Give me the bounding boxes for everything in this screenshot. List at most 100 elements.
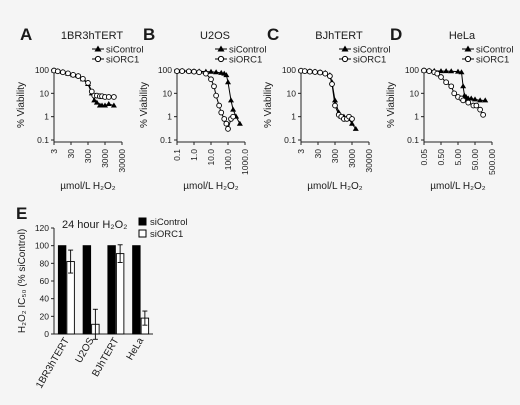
data-point-circle: [473, 102, 480, 109]
data-point-circle: [70, 71, 76, 78]
data-point-triangle: [230, 106, 237, 112]
data-point-circle: [465, 99, 472, 106]
y-tick-label: 100: [35, 241, 49, 251]
legend-circle-icon: [94, 55, 102, 63]
data-point-triangle: [472, 96, 478, 102]
data-point-triangle: [460, 83, 467, 89]
data-point-circle: [322, 70, 329, 77]
data-point-triangle: [227, 97, 234, 103]
y-axis-label: % Viability: [386, 82, 397, 128]
legend-triangle-icon: [464, 45, 472, 52]
bar-siControl: [107, 245, 116, 335]
data-point-circle: [480, 111, 486, 118]
data-point-circle: [191, 68, 197, 75]
legend-circle-icon: [464, 55, 472, 63]
data-point-circle: [211, 83, 217, 90]
data-point-triangle: [332, 97, 338, 103]
data-point-circle: [208, 76, 214, 83]
panel-c: C BJhTERT 0.1 1 10 100 3 30 300 3000 30000 % Viabil…: [263, 25, 391, 192]
y-tick-label: 0.1: [160, 135, 172, 145]
data-point-triangle: [482, 97, 489, 103]
data-point-circle: [60, 69, 66, 76]
bar-siControl: [57, 245, 67, 335]
x-tick-label: 3: [296, 149, 306, 154]
data-point-circle: [65, 70, 71, 77]
x-tick-label: 50.00: [470, 149, 480, 171]
legend-label: siControl: [353, 45, 391, 56]
y-tick-label: 100: [405, 65, 419, 75]
data-point-circle: [230, 113, 236, 120]
data-point-circle: [221, 116, 228, 122]
data-point-circle: [213, 92, 219, 99]
bar-siORC1: [115, 253, 125, 335]
y-tick-label: 1: [414, 112, 419, 122]
data-point-circle: [218, 109, 225, 116]
y-axis-label: % Viability: [263, 82, 274, 128]
category-label: U2OS: [74, 336, 97, 365]
data-point-circle: [105, 94, 112, 100]
x-tick-label: 30: [313, 149, 323, 159]
panel-b: B U2OS 0.1 1 10 100 0.1 1.0 10.0 100.0 1000.0 % Via…: [139, 25, 267, 192]
x-tick-label: 1.0: [189, 149, 199, 161]
legend-circle-icon: [341, 55, 349, 63]
data-point-triangle: [91, 97, 98, 103]
x-tick-label: 30000: [364, 149, 374, 173]
data-point-triangle: [102, 102, 108, 108]
legend-label: siORC1: [150, 229, 183, 240]
legend-label: siControl: [476, 45, 514, 56]
x-axis-label: µmol/L H₂O₂: [183, 181, 239, 192]
category-label: HeLa: [125, 336, 147, 363]
panel-e: E 24 hour H₂O₂ 0 20 40 60 80 100 120 H₂O₂ IC₅₀ (%…: [16, 204, 188, 390]
y-tick-label: 0.1: [284, 135, 296, 145]
x-tick-label: 3000: [100, 149, 110, 168]
data-point-circle: [225, 126, 231, 132]
data-point-circle: [426, 68, 432, 74]
panel-letter: E: [16, 204, 27, 223]
y-tick-label: 0: [44, 329, 49, 339]
data-point-triangle: [477, 97, 484, 103]
data-point-circle: [111, 94, 117, 100]
panel-letter: D: [390, 25, 402, 44]
x-tick-label: 500.00: [487, 149, 497, 175]
data-point-triangle: [105, 100, 112, 106]
y-tick-label: 10: [287, 88, 297, 98]
data-point-circle: [349, 116, 355, 122]
x-tick-label: 3000: [347, 149, 357, 168]
y-tick-label: 1: [291, 112, 296, 122]
data-point-circle: [317, 69, 323, 76]
data-point-triangle: [438, 68, 444, 74]
data-point-circle: [301, 68, 308, 74]
x-axis-label: µmol/L H₂O₂: [307, 181, 363, 192]
data-point-circle: [451, 90, 458, 97]
x-axis-label: µmol/L H₂O₂: [60, 181, 116, 192]
data-point-circle: [307, 68, 313, 75]
data-point-triangle: [223, 72, 230, 78]
data-point-circle: [438, 74, 444, 80]
series-line-siORC1: [300, 70, 353, 120]
x-tick-label: 0.1: [172, 149, 182, 161]
y-tick-label: 100: [282, 65, 296, 75]
data-point-circle: [443, 79, 449, 86]
data-point-triangle: [225, 79, 231, 85]
data-point-triangle: [443, 68, 450, 74]
legend-circle-icon: [217, 55, 225, 63]
data-point-triangle: [349, 120, 355, 126]
panel-title: U2OS: [200, 30, 230, 42]
bar-siControl: [132, 245, 141, 335]
y-tick-label: 80: [40, 258, 50, 268]
data-point-triangle: [208, 68, 214, 74]
y-tick-label: 1: [44, 112, 49, 122]
category-label: 1BR3hTERT: [34, 336, 72, 390]
chart-annotation: 24 hour H₂O₂: [62, 219, 127, 231]
data-point-triangle: [448, 68, 455, 74]
x-tick-label: 0.50: [436, 149, 446, 166]
x-tick-label: 10.0: [206, 149, 216, 166]
data-point-triangle: [352, 125, 359, 131]
data-point-circle: [75, 73, 82, 79]
data-point-circle: [332, 102, 338, 109]
panel-title: BJhTERT: [315, 30, 363, 42]
data-point-circle: [203, 70, 209, 77]
data-point-circle: [85, 80, 91, 86]
